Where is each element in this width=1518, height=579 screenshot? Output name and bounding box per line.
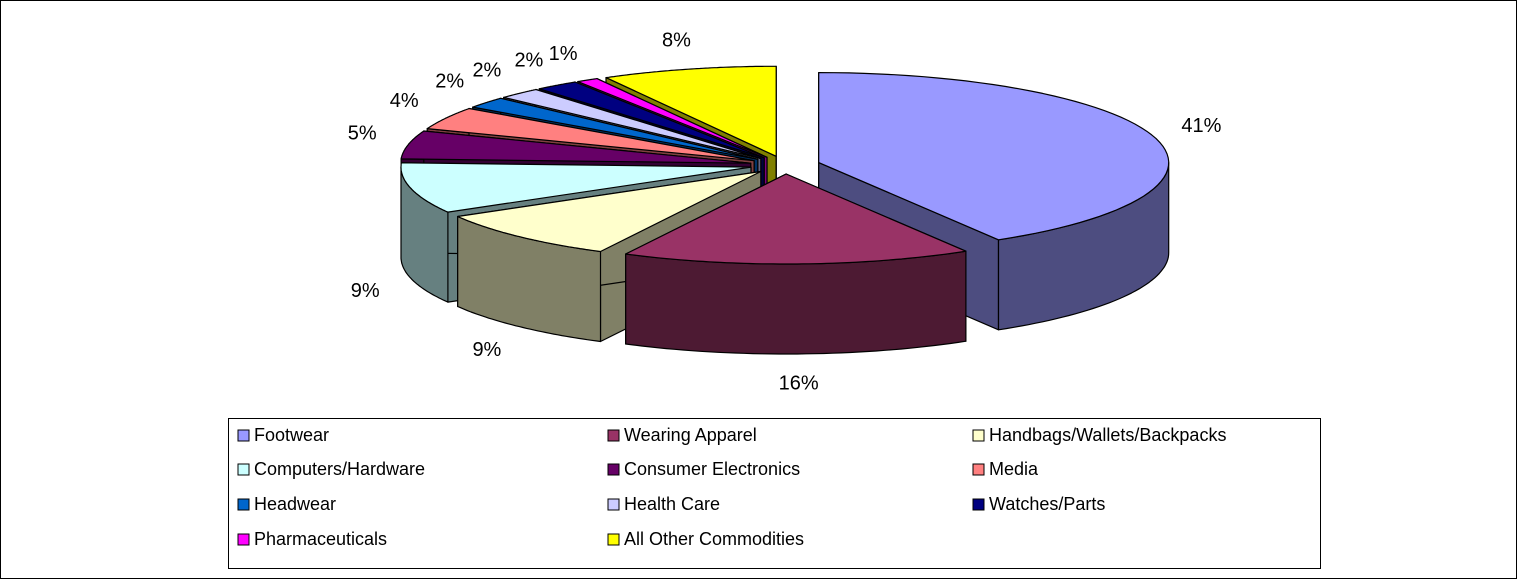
legend-box bbox=[228, 418, 1321, 569]
legend-swatch bbox=[607, 533, 620, 546]
legend-label: All Other Commodities bbox=[624, 529, 804, 549]
legend-label: Media bbox=[989, 459, 1039, 479]
data-label: 2% bbox=[435, 71, 464, 93]
legend-label: Wearing Apparel bbox=[624, 425, 757, 445]
data-label: 2% bbox=[514, 49, 543, 71]
legend-swatch bbox=[607, 429, 620, 442]
legend-label: Headwear bbox=[254, 494, 336, 514]
slice-top bbox=[503, 88, 762, 160]
slice-top bbox=[426, 107, 755, 162]
legend-label: Consumer Electronics bbox=[624, 459, 800, 479]
legend-label: Health Care bbox=[624, 494, 720, 514]
data-label: 5% bbox=[348, 122, 377, 144]
legend-swatch bbox=[607, 498, 620, 511]
slice-top bbox=[457, 170, 762, 253]
slice-wall bbox=[625, 250, 967, 355]
slice-top bbox=[605, 65, 777, 157]
slice-top bbox=[577, 78, 768, 158]
legend-label: Computers/Hardware bbox=[254, 459, 425, 479]
slice-top bbox=[400, 130, 752, 164]
legend-swatch bbox=[972, 463, 985, 476]
legend-swatch bbox=[237, 463, 250, 476]
legend-label: Handbags/Wallets/Backpacks bbox=[989, 425, 1226, 445]
slice-top bbox=[472, 97, 759, 160]
slice-top bbox=[400, 162, 752, 213]
data-label: 8% bbox=[662, 30, 691, 52]
legend-label: Pharmaceuticals bbox=[254, 529, 387, 549]
legend-swatch bbox=[972, 498, 985, 511]
legend-swatch bbox=[237, 498, 250, 511]
data-label: 4% bbox=[390, 90, 419, 112]
data-label: 1% bbox=[549, 43, 578, 65]
legend-swatch bbox=[237, 429, 250, 442]
data-label: 16% bbox=[779, 373, 819, 395]
legend-swatch bbox=[972, 429, 985, 442]
data-label: 9% bbox=[351, 280, 380, 302]
legend-label: Watches/Parts bbox=[989, 494, 1105, 514]
legend-swatch bbox=[607, 463, 620, 476]
data-label: 2% bbox=[472, 59, 501, 81]
slice-top bbox=[538, 81, 765, 159]
slice bbox=[625, 173, 967, 355]
legend-swatch bbox=[237, 533, 250, 546]
slice-top bbox=[625, 173, 967, 265]
legend-label: Footwear bbox=[254, 425, 329, 445]
pie: 41% 16% 9% 9% 5% 4% 2% 2% 2% 1% 8% bbox=[348, 30, 1222, 395]
slice-top bbox=[818, 72, 1170, 241]
data-label: 41% bbox=[1181, 115, 1221, 137]
legend: Footwear Wearing Apparel Handbags/Wallets/… bbox=[237, 425, 1226, 549]
data-label: 9% bbox=[472, 339, 501, 361]
